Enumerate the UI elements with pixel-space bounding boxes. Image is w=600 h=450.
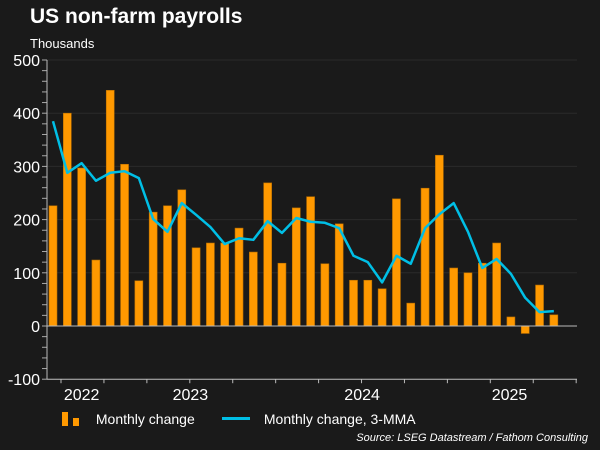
- x-year-label: 2025: [492, 387, 528, 404]
- bar: [291, 207, 301, 327]
- bar: [334, 223, 344, 327]
- line-3mma: [51, 120, 554, 314]
- legend-item-bars: Monthly change: [60, 411, 195, 427]
- bar: [477, 262, 487, 327]
- bar: [520, 325, 530, 334]
- bar: [234, 227, 244, 327]
- bar: [220, 242, 230, 327]
- chart-title: US non-farm payrolls: [30, 5, 243, 28]
- bar: [492, 242, 501, 327]
- bar: [506, 316, 516, 327]
- legend-label: Monthly change, 3-MMA: [263, 411, 416, 427]
- y-tick-label: 0: [31, 319, 40, 336]
- bar: [120, 163, 129, 327]
- legend-line-swatch: [222, 417, 250, 420]
- bar: [249, 251, 258, 327]
- y-tick-label: 300: [13, 159, 40, 176]
- x-year-label: 2023: [173, 387, 209, 404]
- bar: [377, 288, 387, 327]
- bar: [91, 259, 101, 327]
- bar: [420, 187, 430, 327]
- legend-item-line: Monthly change, 3-MMA: [222, 411, 416, 427]
- y-tick-label: 200: [13, 213, 40, 230]
- bar: [349, 279, 358, 327]
- bar: [406, 302, 416, 327]
- bar: [206, 242, 215, 327]
- bar: [435, 154, 444, 327]
- bar: [463, 272, 473, 327]
- bar: [148, 211, 158, 327]
- bar: [535, 284, 544, 327]
- bar: [77, 167, 86, 327]
- bar: [306, 196, 315, 327]
- bar: [277, 262, 287, 327]
- y-tick-label: 400: [13, 106, 40, 123]
- y-tick-label: -100: [8, 372, 40, 389]
- bar: [363, 279, 373, 327]
- y-tick-label: 100: [13, 266, 40, 283]
- bar: [48, 205, 58, 327]
- bar: [134, 280, 144, 327]
- bar: [105, 90, 115, 327]
- source-note: Source: LSEG Datastream / Fathom Consult…: [356, 432, 588, 444]
- y-axis-label: Thousands: [30, 36, 95, 51]
- bar: [191, 247, 201, 327]
- bar: [263, 182, 272, 327]
- bar: [549, 314, 559, 327]
- x-year-label: 2022: [64, 387, 100, 404]
- legend-bar-swatch: [60, 412, 80, 426]
- bar: [320, 263, 330, 327]
- x-year-label: 2024: [344, 387, 380, 404]
- legend-label: Monthly change: [95, 411, 195, 427]
- y-tick-label: 500: [13, 53, 40, 70]
- bar: [449, 267, 458, 327]
- bar: [63, 112, 72, 327]
